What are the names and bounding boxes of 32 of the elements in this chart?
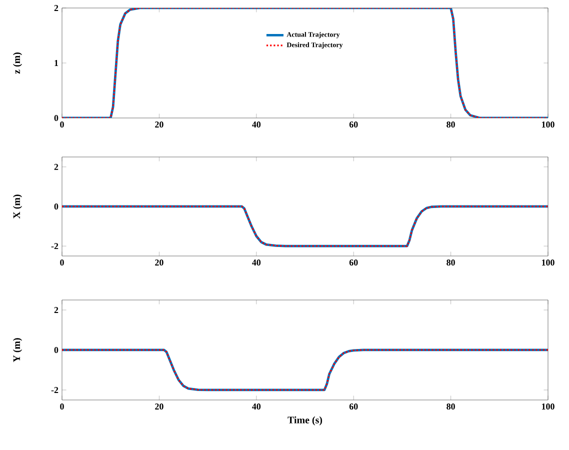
x-tick-label: 60 — [349, 404, 358, 410]
y-tick-label: 0 — [54, 114, 58, 122]
y-axis-title: z (m) — [13, 52, 22, 74]
x-tick-label: 80 — [446, 404, 455, 410]
y-tick-label: 2 — [54, 307, 58, 313]
x-tick-label: 60 — [349, 122, 358, 128]
y-tick-label: 2 — [54, 5, 58, 11]
y-tick-label: 2 — [54, 164, 58, 170]
x-tick-label: 0 — [60, 260, 64, 266]
y-tick-label: -2 — [51, 387, 58, 393]
x-tick-label: 60 — [349, 260, 358, 266]
x-tick-label: 0 — [60, 122, 64, 128]
x-tick-label: 20 — [155, 122, 164, 128]
x-tick-label: 0 — [60, 404, 64, 410]
line-series — [62, 8, 548, 118]
x-tick-label: 20 — [155, 260, 164, 266]
y-tick-label: 1 — [54, 60, 58, 66]
x-tick-label: 40 — [252, 260, 261, 266]
x-tick-label: 40 — [252, 122, 261, 128]
x-tick-label: 80 — [446, 260, 455, 266]
x-axis-title: Time (s) — [288, 416, 322, 426]
y-tick-label: 0 — [54, 346, 58, 354]
x-tick-label: 100 — [542, 122, 554, 128]
x-tick-label: 100 — [542, 260, 554, 266]
y-tick-label: 0 — [54, 203, 58, 210]
y-tick-label: -2 — [51, 243, 58, 250]
y-axis-title: Y (m) — [12, 338, 22, 362]
x-tick-label: 100 — [542, 404, 554, 410]
x-tick-label: 40 — [252, 404, 261, 410]
y-axis-title: X (m) — [13, 194, 22, 219]
x-tick-label: 80 — [446, 122, 455, 128]
x-tick-label: 20 — [155, 404, 164, 410]
